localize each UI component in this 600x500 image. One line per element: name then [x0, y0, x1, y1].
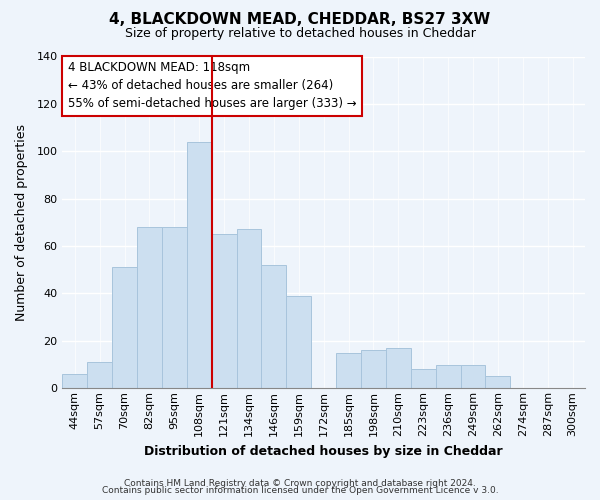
- Text: Contains HM Land Registry data © Crown copyright and database right 2024.: Contains HM Land Registry data © Crown c…: [124, 478, 476, 488]
- Bar: [436, 364, 461, 388]
- Bar: [236, 230, 262, 388]
- Bar: [485, 376, 511, 388]
- Bar: [411, 370, 436, 388]
- Bar: [162, 227, 187, 388]
- Text: 4, BLACKDOWN MEAD, CHEDDAR, BS27 3XW: 4, BLACKDOWN MEAD, CHEDDAR, BS27 3XW: [109, 12, 491, 28]
- Bar: [386, 348, 411, 389]
- Bar: [262, 265, 286, 388]
- X-axis label: Distribution of detached houses by size in Cheddar: Distribution of detached houses by size …: [145, 444, 503, 458]
- Text: Size of property relative to detached houses in Cheddar: Size of property relative to detached ho…: [125, 28, 475, 40]
- Bar: [286, 296, 311, 388]
- Bar: [461, 364, 485, 388]
- Bar: [187, 142, 212, 388]
- Text: 4 BLACKDOWN MEAD: 118sqm
← 43% of detached houses are smaller (264)
55% of semi-: 4 BLACKDOWN MEAD: 118sqm ← 43% of detach…: [68, 62, 356, 110]
- Bar: [62, 374, 87, 388]
- Bar: [112, 268, 137, 388]
- Bar: [212, 234, 236, 388]
- Bar: [361, 350, 386, 389]
- Bar: [87, 362, 112, 388]
- Text: Contains public sector information licensed under the Open Government Licence v : Contains public sector information licen…: [101, 486, 499, 495]
- Bar: [336, 352, 361, 388]
- Bar: [137, 227, 162, 388]
- Y-axis label: Number of detached properties: Number of detached properties: [15, 124, 28, 321]
